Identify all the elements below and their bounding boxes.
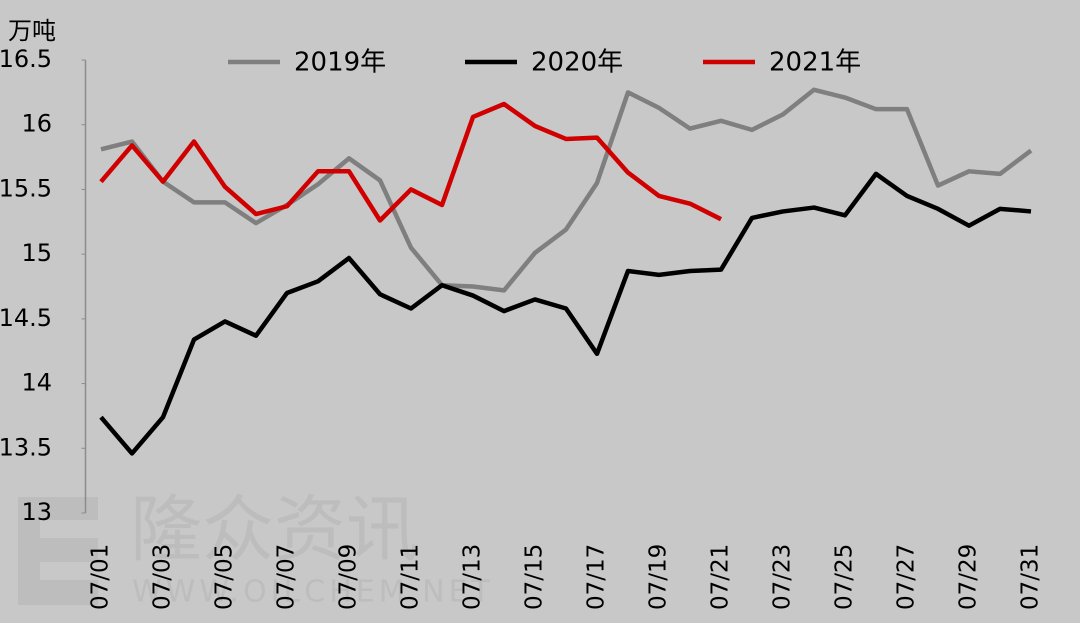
x-tick-label: 07/23 — [770, 544, 796, 610]
y-tick-label: 16 — [21, 110, 52, 138]
x-tick-label: 07/21 — [708, 544, 734, 610]
x-tick-label: 07/01 — [88, 544, 114, 610]
y-tick-label: 14 — [21, 369, 52, 397]
x-tick-label: 07/29 — [956, 544, 982, 610]
watermark: 隆众资讯 — [130, 488, 418, 572]
x-tick-label: 07/05 — [212, 544, 238, 610]
x-tick-label: 07/11 — [398, 544, 424, 610]
x-tick-label: 07/31 — [1018, 544, 1044, 610]
series-line — [99, 101, 723, 223]
x-tick-label: 07/07 — [274, 544, 300, 610]
x-tick-label: 07/15 — [522, 544, 548, 610]
x-tick-label: 07/17 — [584, 544, 610, 610]
legend-label: 2020年 — [531, 48, 623, 78]
x-tick-label: 07/13 — [460, 544, 486, 610]
y-tick-label: 15.5 — [0, 174, 52, 202]
x-tick-label: 07/09 — [336, 544, 362, 610]
y-tick-label: 15 — [21, 239, 52, 267]
y-tick-label: 13.5 — [0, 433, 52, 461]
y-tick-label: 13 — [21, 498, 52, 526]
watermark-url: WWW.OILCHEM.NET — [132, 575, 494, 610]
y-tick-label: 14.5 — [0, 304, 52, 332]
legend-label: 2021年 — [769, 48, 861, 78]
x-tick-label: 07/27 — [894, 544, 920, 610]
watermark-logo — [18, 497, 98, 605]
y-tick-label: 16.5 — [0, 45, 52, 73]
x-tick-label: 07/03 — [150, 544, 176, 610]
x-tick-label: 07/19 — [646, 544, 672, 610]
legend-label: 2019年 — [294, 48, 386, 78]
series-line — [100, 87, 1033, 293]
series-line — [99, 171, 1032, 456]
y-unit: 万吨 — [8, 17, 56, 45]
x-tick-label: 07/25 — [832, 544, 858, 610]
